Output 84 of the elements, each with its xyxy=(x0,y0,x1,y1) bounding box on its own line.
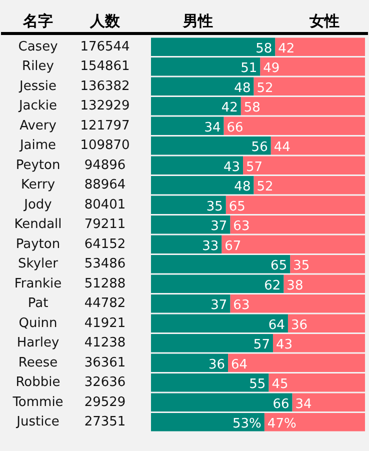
y-tick-label: Tommie xyxy=(12,394,64,410)
data-label: 52 xyxy=(256,180,274,194)
data-label: 37 xyxy=(210,298,228,313)
data-label: 48 xyxy=(234,180,251,194)
y2-tick-label: 27351 xyxy=(84,414,126,430)
data-label: 33 xyxy=(202,238,219,254)
data-label: 65 xyxy=(270,258,288,274)
data-label: 42 xyxy=(221,100,238,116)
data-label: 34 xyxy=(295,396,312,412)
data-label: 64 xyxy=(268,318,285,333)
y-tick-label: Pat xyxy=(28,296,48,311)
y-tick-label: Robbie xyxy=(16,375,60,390)
data-label: 56 xyxy=(251,140,268,155)
y2-tick-label: 121797 xyxy=(80,118,130,134)
data-label: 34 xyxy=(204,120,221,136)
data-label: 58 xyxy=(256,41,272,56)
y-tick-label: Jody xyxy=(23,197,52,212)
data-label: 63 xyxy=(233,219,250,234)
data-label: 66 xyxy=(226,120,244,136)
y2-tick-label: 53486 xyxy=(84,256,126,272)
y2-tick-label: 41921 xyxy=(84,316,126,331)
data-label: 38 xyxy=(286,278,304,294)
y-tick-label: Kerry xyxy=(20,178,56,192)
data-label: 51 xyxy=(240,61,258,76)
y2-tick-label: 64152 xyxy=(84,236,126,252)
data-label: 55 xyxy=(249,377,266,392)
data-label: 65 xyxy=(228,199,246,214)
data-label: 57 xyxy=(253,338,270,352)
y-tick-label: Riley xyxy=(22,59,54,74)
y-tick-label: Justice xyxy=(16,414,60,430)
y-tick-label: Jaime xyxy=(18,138,56,153)
y-tick-label: Jackie xyxy=(18,98,58,114)
y2-tick-label: 41238 xyxy=(84,336,126,350)
y2-tick-label: 109870 xyxy=(80,138,130,153)
data-label: 53% xyxy=(232,416,262,432)
data-label: 44 xyxy=(274,140,290,155)
data-label: 67 xyxy=(224,238,242,254)
data-label: 64 xyxy=(231,357,248,372)
y2-tick-label: 94896 xyxy=(84,158,126,173)
y-axis-title: 名字 xyxy=(22,12,53,30)
y-tick-label: Reese xyxy=(18,355,58,370)
data-label: 45 xyxy=(272,377,288,392)
data-label: 63 xyxy=(233,298,250,313)
data-label: 36 xyxy=(208,357,226,372)
data-label: 48 xyxy=(234,80,251,96)
y2-tick-label: 51288 xyxy=(84,276,126,292)
y-tick-label: Avery xyxy=(20,118,57,134)
series-label: 男性 xyxy=(182,12,214,30)
data-label: 35 xyxy=(206,199,223,214)
y2-axis-title: 人数 xyxy=(89,12,121,30)
y-tick-label: Frankie xyxy=(14,276,62,292)
data-label: 37 xyxy=(210,219,228,234)
y2-tick-label: 79211 xyxy=(84,217,126,232)
y2-tick-label: 80401 xyxy=(84,197,126,212)
data-label: 36 xyxy=(290,318,308,333)
y-tick-label: Harley xyxy=(16,336,60,350)
data-label: 58 xyxy=(244,100,260,116)
y2-tick-label: 136382 xyxy=(80,78,130,94)
y2-tick-label: 176544 xyxy=(80,39,130,54)
y-tick-label: Quinn xyxy=(18,316,58,331)
data-label: 49 xyxy=(263,61,280,76)
y-tick-label: Skyler xyxy=(18,256,59,272)
y-tick-label: Kendall xyxy=(14,217,62,232)
y2-tick-label: 88964 xyxy=(84,178,126,192)
data-label: 43 xyxy=(223,160,240,175)
y-tick-label: Payton xyxy=(16,236,60,252)
y-tick-label: Casey xyxy=(18,39,58,54)
data-label: 35 xyxy=(293,258,310,274)
data-label: 42 xyxy=(278,41,295,56)
series-label: 女性 xyxy=(308,12,340,30)
y-tick-label: Peyton xyxy=(16,158,60,173)
y2-tick-label: 32636 xyxy=(84,375,126,390)
data-label: 57 xyxy=(246,160,263,175)
y2-tick-label: 29529 xyxy=(84,394,126,410)
y2-tick-label: 36361 xyxy=(84,355,126,370)
y2-tick-label: 132929 xyxy=(80,98,130,114)
y-tick-label: Jessie xyxy=(18,78,56,94)
y2-tick-label: 44782 xyxy=(84,296,126,311)
data-label: 43 xyxy=(276,338,293,352)
data-label: 52 xyxy=(256,80,274,96)
data-label: 62 xyxy=(264,278,281,294)
data-label: 66 xyxy=(272,396,290,412)
data-label: 47% xyxy=(267,416,296,432)
y2-tick-label: 154861 xyxy=(80,59,130,74)
